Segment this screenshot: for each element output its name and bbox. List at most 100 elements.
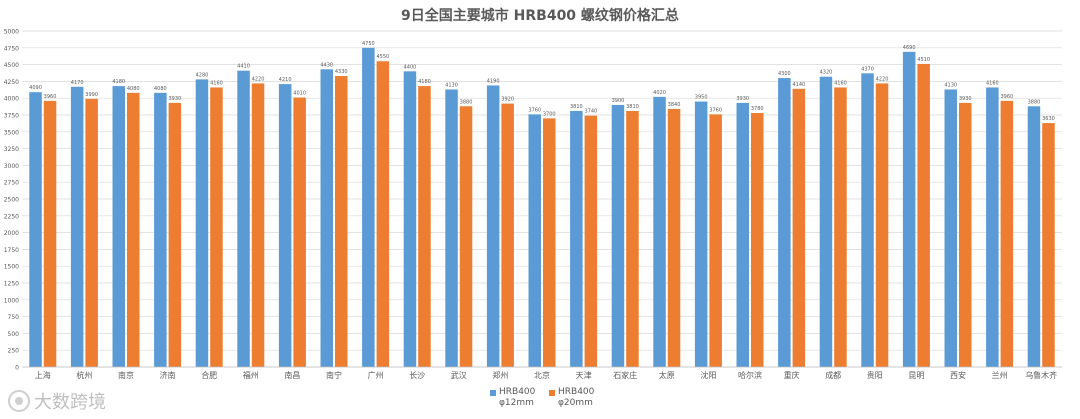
x-tick-label: 北京 <box>534 370 550 380</box>
bar <box>917 63 930 367</box>
data-label: 4010 <box>293 91 306 97</box>
bar <box>1027 106 1041 367</box>
y-tick-label: 1000 <box>4 297 19 304</box>
legend-label-phi12-line2: φ12mm <box>499 398 534 408</box>
data-label: 3950 <box>695 95 708 101</box>
legend-swatch-phi12 <box>490 390 496 396</box>
y-tick-label: 3250 <box>4 146 19 153</box>
data-label: 4370 <box>861 66 874 72</box>
chart-legend: HRB400 φ12mm HRB400 φ20mm <box>490 387 602 419</box>
bar <box>168 102 182 368</box>
legend-item-phi20: HRB400 φ20mm <box>549 387 602 419</box>
data-label: 4750 <box>362 41 375 47</box>
bar <box>459 106 473 367</box>
y-tick-label: 250 <box>8 348 20 355</box>
bar <box>403 71 417 367</box>
bar <box>445 89 458 368</box>
data-label: 4280 <box>196 72 209 78</box>
bar <box>902 51 916 367</box>
bar <box>418 86 431 367</box>
data-label: 4140 <box>792 82 805 88</box>
x-tick-label: 西安 <box>950 370 966 380</box>
x-tick-label: 兰州 <box>992 370 1008 380</box>
y-tick-label: 4250 <box>4 79 19 86</box>
y-tick-label: 4750 <box>4 45 19 52</box>
data-label: 4400 <box>404 64 417 70</box>
bar <box>293 97 306 367</box>
legend-item-phi12: HRB400 φ12mm <box>490 387 543 419</box>
data-label: 3880 <box>1028 99 1041 105</box>
data-label: 4220 <box>876 76 889 82</box>
bar <box>751 112 764 367</box>
y-tick-label: 0 <box>15 365 19 372</box>
chart-title: 9日全国主要城市 HRB400 螺纹钢价格汇总 <box>401 8 679 24</box>
bar <box>251 83 265 367</box>
y-tick-label: 5000 <box>4 29 19 36</box>
y-tick-label: 2250 <box>4 213 19 220</box>
legend-label-phi12-line1: HRB400 <box>499 387 536 397</box>
data-label: 4080 <box>154 86 167 92</box>
bar <box>1000 100 1014 367</box>
legend-swatch-phi20 <box>549 390 555 396</box>
bar <box>43 100 57 367</box>
watermark-text: 大数跨境 <box>34 392 106 413</box>
data-label: 4550 <box>376 54 389 60</box>
data-label: 4130 <box>445 82 458 88</box>
bar <box>528 114 541 367</box>
data-label: 4410 <box>237 64 250 70</box>
data-label: 3920 <box>501 97 514 103</box>
data-label: 4510 <box>917 57 930 63</box>
bar <box>29 92 42 367</box>
bar <box>154 92 167 367</box>
data-label: 3960 <box>1000 94 1013 100</box>
legend-label-phi20-line1: HRB400 <box>558 387 595 397</box>
bar <box>709 114 722 367</box>
x-tick-label: 太原 <box>659 370 675 380</box>
x-tick-label: 郑州 <box>492 370 508 380</box>
data-label: 3880 <box>460 99 473 105</box>
y-tick-label: 1750 <box>4 247 19 254</box>
y-tick-label: 1250 <box>4 281 19 288</box>
data-label: 3960 <box>44 94 57 100</box>
x-tick-label: 乌鲁木齐 <box>1025 370 1057 380</box>
x-tick-label: 武汉 <box>451 370 467 380</box>
bar <box>834 87 847 367</box>
y-tick-label: 2000 <box>4 230 19 237</box>
data-label: 4180 <box>112 79 125 85</box>
x-tick-label: 合肥 <box>201 370 217 380</box>
bar <box>278 84 292 367</box>
data-label: 4090 <box>29 85 42 91</box>
data-label: 4210 <box>279 77 292 83</box>
y-tick-label: 2750 <box>4 180 19 187</box>
bar <box>70 86 84 367</box>
bar <box>944 89 957 368</box>
x-tick-label: 沈阳 <box>700 370 716 380</box>
bar <box>611 104 625 368</box>
brand-logo-icon <box>8 390 30 412</box>
bar <box>778 78 791 367</box>
data-label: 3930 <box>168 96 181 102</box>
y-tick-label: 1500 <box>4 264 19 271</box>
x-tick-label: 重庆 <box>784 370 800 380</box>
x-tick-label: 广州 <box>368 370 384 380</box>
bar <box>85 98 98 367</box>
data-label: 4430 <box>320 62 333 68</box>
bar <box>320 69 333 367</box>
data-label: 3840 <box>668 102 681 108</box>
data-label: 3810 <box>570 104 583 110</box>
legend-label-phi20-line2: φ20mm <box>558 398 593 408</box>
data-label: 4170 <box>71 80 84 86</box>
y-tick-label: 500 <box>8 331 20 338</box>
data-label: 3930 <box>959 96 972 102</box>
data-label: 4160 <box>834 80 847 86</box>
bar <box>127 92 140 367</box>
bar <box>362 47 375 368</box>
data-label: 4190 <box>487 78 500 84</box>
data-label: 4160 <box>210 80 223 86</box>
bar <box>667 108 681 368</box>
data-label: 4160 <box>986 80 999 86</box>
bar <box>986 87 999 367</box>
bar <box>861 73 874 367</box>
